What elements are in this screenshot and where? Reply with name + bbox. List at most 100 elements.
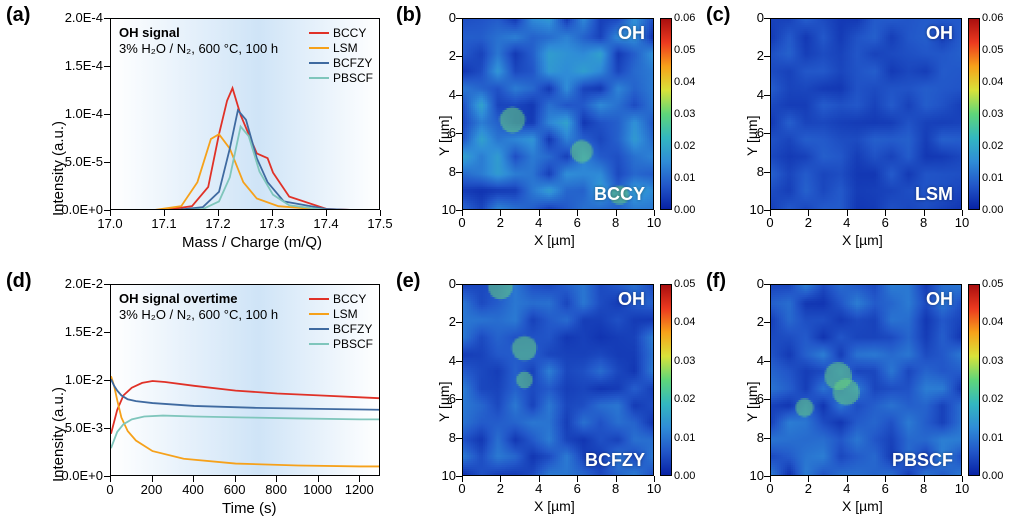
ytick: 4	[746, 353, 764, 368]
ytick: 10	[746, 468, 764, 483]
ytick: 6	[438, 391, 456, 406]
cbar-tick: 0.03	[674, 355, 695, 367]
panel-a-title: OH signal	[119, 25, 278, 41]
xtick: 2	[800, 481, 816, 496]
cbar-tick: 0.04	[982, 76, 1003, 88]
xtick: 1000	[300, 482, 336, 497]
legend-label: LSM	[333, 307, 358, 321]
panel-c-heatmap: OH LSM	[770, 18, 962, 210]
panel-a-subtitle: 3% H₂O / N₂, 600 °C, 100 h	[119, 41, 278, 57]
xtick: 6	[569, 215, 585, 230]
cbar-tick: 0.02	[982, 140, 1003, 152]
legend-row-bcfzy: BCFZY	[309, 321, 373, 336]
xtick: 10	[646, 215, 662, 230]
cbar-tick: 0.01	[982, 172, 1003, 184]
ytick: 0	[746, 10, 764, 25]
legend-row-pbscf: PBSCF	[309, 70, 373, 85]
ytick: 2	[746, 48, 764, 63]
ytick: 0	[438, 276, 456, 291]
legend-swatch	[309, 47, 329, 49]
ytick: 2.0E-4	[48, 10, 103, 25]
cbar-tick: 0.06	[674, 12, 695, 24]
ytick: 10	[438, 202, 456, 217]
xtick: 4	[839, 215, 855, 230]
cbar-tick: 0.01	[982, 432, 1003, 444]
ytick: 4	[438, 353, 456, 368]
cbar-tick: 0.01	[674, 432, 695, 444]
legend-row-pbscf: PBSCF	[309, 336, 373, 351]
xtick: 8	[916, 481, 932, 496]
panel-a-xlabel: Mass / Charge (m/Q)	[182, 234, 322, 251]
xtick: 10	[954, 215, 970, 230]
legend-label: BCCY	[333, 292, 366, 306]
xtick: 17.2	[200, 216, 236, 231]
panel-b-heatmap: OH BCCY	[462, 18, 654, 210]
series-lsm	[111, 134, 380, 210]
ytick: 0.0E+0	[48, 202, 103, 217]
cbar-tick: 0.02	[982, 393, 1003, 405]
panel-e-xlabel: X [µm]	[534, 498, 575, 514]
cbar-tick: 0.05	[674, 44, 695, 56]
xtick: 8	[608, 215, 624, 230]
panel-label-f: (f)	[706, 270, 726, 293]
figure-root: (a) (b) (c) (d) (e) (f) Intensity (a.u.)…	[0, 0, 1016, 532]
cbar-tick: 0.00	[674, 204, 695, 216]
legend-swatch	[309, 298, 329, 300]
panel-c-sample: LSM	[915, 184, 953, 205]
xtick: 17.1	[146, 216, 182, 231]
cbar-tick: 0.05	[982, 278, 1003, 290]
cbar-tick: 0.02	[674, 393, 695, 405]
legend-swatch	[309, 328, 329, 330]
ytick: 2	[746, 314, 764, 329]
ytick: 10	[438, 468, 456, 483]
panel-b: Y [µm] OH BCCY 0.000.010.020.030.040.050…	[422, 6, 702, 262]
series-lsm	[111, 376, 380, 466]
panel-f-overlay: OH	[926, 289, 953, 310]
xtick: 17.0	[92, 216, 128, 231]
xtick: 200	[134, 482, 170, 497]
cbar-tick: 0.06	[982, 12, 1003, 24]
ytick: 1.5E-4	[48, 58, 103, 73]
panel-d-xlabel: Time (s)	[222, 500, 276, 517]
panel-a: Intensity (a.u.) OH signal 3% H₂O / N₂, …	[32, 6, 390, 262]
ytick: 0.0E+0	[48, 468, 103, 483]
xtick: 8	[916, 215, 932, 230]
ytick: 2	[438, 48, 456, 63]
ytick: 5.0E-3	[48, 420, 103, 435]
panel-b-colorbar	[660, 18, 672, 210]
cbar-tick: 0.00	[674, 470, 695, 482]
ytick: 4	[438, 87, 456, 102]
panel-a-legend: BCCYLSMBCFZYPBSCF	[309, 25, 373, 85]
panel-label-b: (b)	[396, 4, 422, 27]
ytick: 1.0E-2	[48, 372, 103, 387]
panel-f-xlabel: X [µm]	[842, 498, 883, 514]
xtick: 0	[762, 481, 778, 496]
panel-e-canvas	[463, 285, 653, 475]
panel-e-heatmap: OH BCFZY	[462, 284, 654, 476]
cbar-tick: 0.05	[674, 278, 695, 290]
legend-swatch	[309, 77, 329, 79]
cbar-tick: 0.04	[674, 76, 695, 88]
legend-swatch	[309, 32, 329, 34]
panel-f-colorbar	[968, 284, 980, 476]
ytick: 0	[438, 10, 456, 25]
panel-b-overlay: OH	[618, 23, 645, 44]
series-bcfzy	[111, 379, 380, 410]
panel-label-a: (a)	[6, 4, 30, 27]
ytick: 5.0E-5	[48, 154, 103, 169]
cbar-tick: 0.03	[982, 108, 1003, 120]
panel-d: Intensity (a.u.) OH signal overtime 3% H…	[32, 272, 390, 528]
legend-row-bccy: BCCY	[309, 25, 373, 40]
panel-b-sample: BCCY	[594, 184, 645, 205]
xtick: 2	[800, 215, 816, 230]
legend-row-lsm: LSM	[309, 306, 373, 321]
ytick: 6	[746, 391, 764, 406]
xtick: 4	[531, 481, 547, 496]
panel-f-heatmap: OH PBSCF	[770, 284, 962, 476]
panel-a-annotation: OH signal 3% H₂O / N₂, 600 °C, 100 h	[119, 25, 278, 58]
xtick: 0	[762, 215, 778, 230]
series-bccy	[111, 88, 380, 210]
panel-f-sample: PBSCF	[892, 450, 953, 471]
ytick: 8	[438, 164, 456, 179]
xtick: 6	[877, 481, 893, 496]
